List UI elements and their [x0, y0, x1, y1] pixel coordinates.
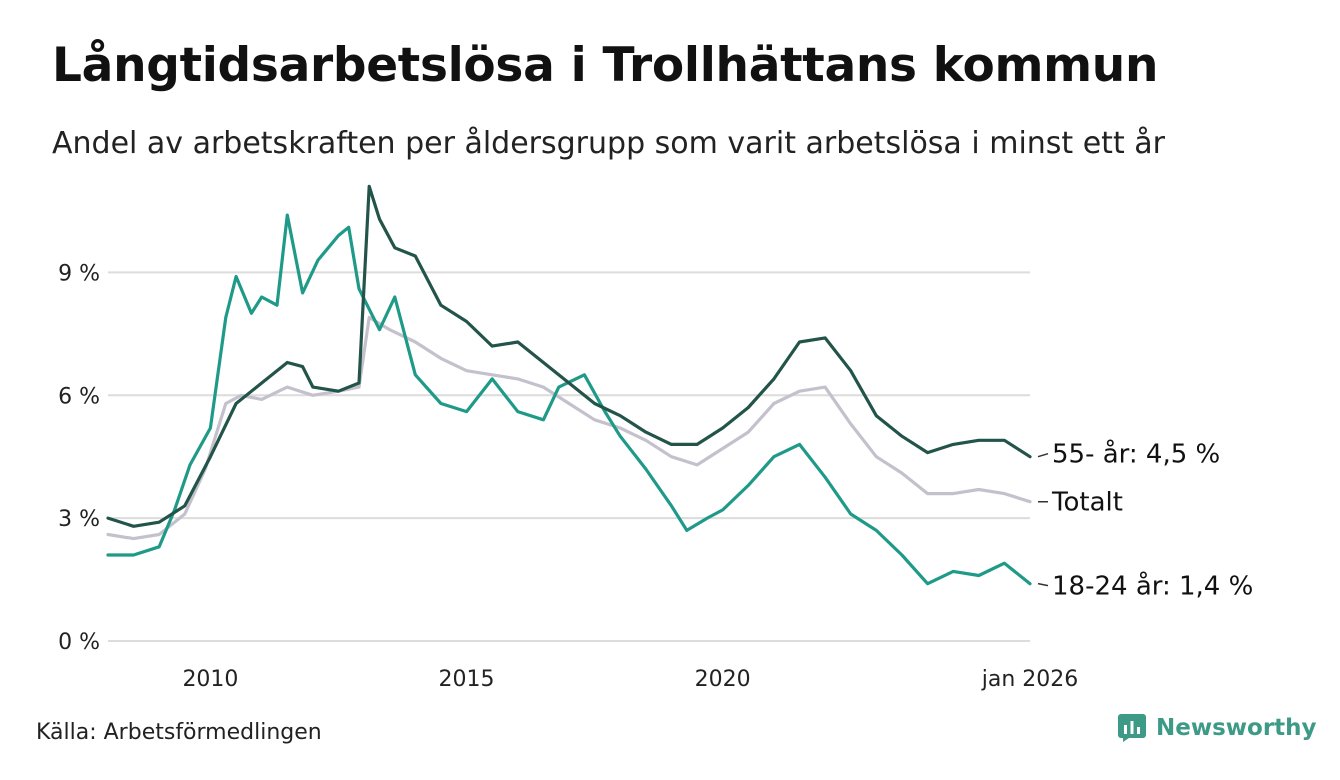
series-end-label: 18-24 år: 1,4 % [1052, 571, 1253, 602]
series-line [106, 184, 1032, 528]
brand-logo[interactable]: Newsworthy [1118, 714, 1317, 742]
end-labels: Totalt 18-24 år: 1,4 % 55- år: 4,5 % [1037, 439, 1253, 602]
end-label-connector [1037, 582, 1049, 587]
y-tick-label: 0 % [58, 630, 100, 655]
x-tick-label: jan 2026 [981, 667, 1079, 692]
y-axis-ticks: 0 % 3 % 6 % 9 % [58, 261, 100, 655]
series-line [106, 213, 1032, 586]
x-tick-label: 2010 [182, 667, 238, 692]
y-tick-label: 6 % [58, 384, 100, 409]
grid-lines [108, 271, 1030, 642]
end-label-connector [1037, 452, 1049, 458]
series-end-label: 55- år: 4,5 % [1052, 439, 1220, 470]
series-lines [106, 184, 1032, 586]
y-tick-label: 9 % [58, 261, 100, 286]
newsworthy-logo-icon [1118, 714, 1146, 742]
series-line [106, 315, 1032, 541]
brand-name: Newsworthy [1156, 715, 1317, 741]
y-tick-label: 3 % [58, 507, 100, 532]
x-tick-label: 2020 [695, 667, 751, 692]
x-tick-label: 2015 [439, 667, 495, 692]
chart-title: Långtidsarbetslösa i Trollhättans kommun [52, 38, 1159, 93]
source-note: Källa: Arbetsförmedlingen [36, 720, 322, 745]
series-end-label: Totalt [1051, 488, 1123, 518]
chart-subtitle: Andel av arbetskraften per åldersgrupp s… [52, 126, 1165, 161]
x-axis-ticks: 2010 2015 2020 jan 2026 [182, 667, 1078, 692]
